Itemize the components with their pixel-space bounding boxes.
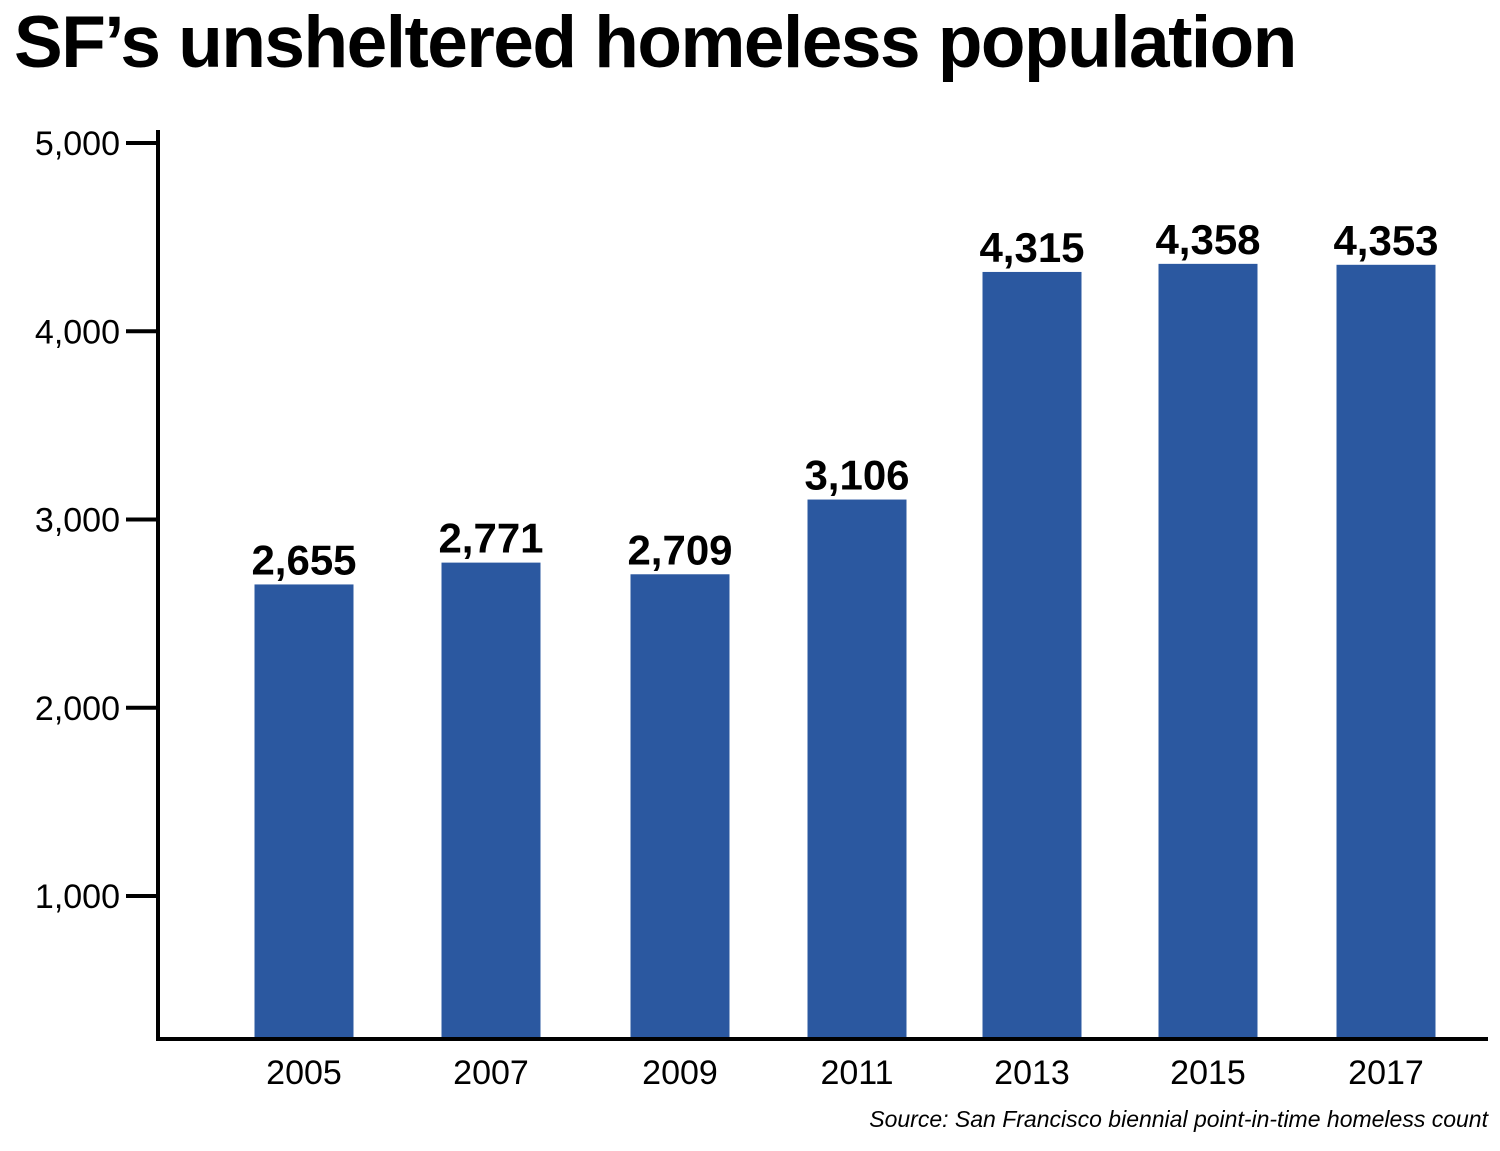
y-tick-label-4000: 4,000 <box>35 313 120 351</box>
bar-2013 <box>982 271 1082 1039</box>
bar-2005 <box>254 584 354 1039</box>
chart-title: SF’s unsheltered homeless population <box>14 2 1297 83</box>
data-label-2009: 2,709 <box>627 526 732 573</box>
y-tick-label-1000: 1,000 <box>35 878 120 916</box>
y-tick-label-3000: 3,000 <box>35 502 120 540</box>
data-labels-group: 2,655 2,771 2,709 3,106 4,315 4,358 4,353 <box>251 216 1438 584</box>
bar-2015 <box>1158 263 1258 1039</box>
x-tick-label-2007: 2007 <box>453 1054 529 1092</box>
data-label-2011: 3,106 <box>804 452 909 499</box>
bars-group <box>254 263 1436 1040</box>
data-label-2007: 2,771 <box>438 515 543 562</box>
data-label-2005: 2,655 <box>251 536 356 583</box>
source-note: Source: San Francisco biennial point-in-… <box>869 1106 1488 1132</box>
y-tick-label-5000: 5,000 <box>35 125 120 163</box>
x-tick-label-2005: 2005 <box>266 1054 342 1092</box>
x-tick-label-2017: 2017 <box>1348 1054 1424 1092</box>
data-label-2015: 4,358 <box>1155 216 1260 263</box>
bar-2007 <box>441 562 541 1039</box>
x-tick-label-2009: 2009 <box>642 1054 718 1092</box>
x-tick-label-2015: 2015 <box>1170 1054 1246 1092</box>
x-tick-label-2011: 2011 <box>820 1054 893 1092</box>
y-axis: 1,000 2,000 3,000 4,000 5,000 <box>35 125 160 1041</box>
bar-2011 <box>807 499 907 1039</box>
bar-2017 <box>1336 264 1436 1040</box>
x-tick-label-2013: 2013 <box>994 1054 1070 1092</box>
data-label-2013: 4,315 <box>979 224 1084 271</box>
data-label-2017: 4,353 <box>1333 217 1438 264</box>
bar-2009 <box>630 574 730 1039</box>
y-tick-label-2000: 2,000 <box>35 690 120 728</box>
x-axis: 2005 2007 2009 2011 2013 2015 2017 <box>156 1037 1488 1092</box>
